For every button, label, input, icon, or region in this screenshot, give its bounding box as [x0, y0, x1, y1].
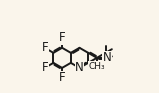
Text: CH₃: CH₃ — [89, 62, 105, 71]
Text: F: F — [59, 71, 65, 84]
Text: N: N — [75, 61, 84, 74]
Text: F: F — [59, 31, 65, 44]
Text: F: F — [41, 41, 48, 54]
Text: F: F — [41, 61, 48, 74]
Text: N: N — [103, 51, 111, 64]
